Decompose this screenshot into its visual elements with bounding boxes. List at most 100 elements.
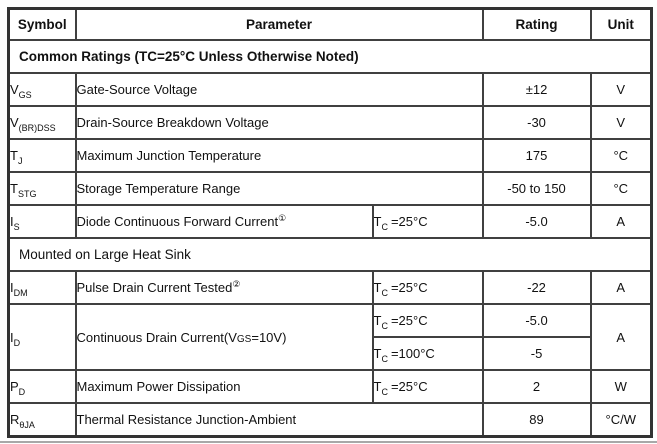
symbol-subscript: STG: [17, 189, 37, 199]
parameter-cell: Drain-Source Breakdown Voltage: [74, 105, 484, 140]
rating-cell: -5.0: [481, 204, 592, 239]
parameter-cell: Maximum Power Dissipation: [74, 369, 374, 404]
symbol-base: P: [10, 379, 19, 394]
symbol-subscript: S: [13, 222, 20, 232]
condition-cell: TC =25°C: [371, 204, 484, 239]
symbol-subscript: θJA: [19, 420, 35, 430]
symbol-subscript: DM: [13, 288, 28, 298]
symbol-base: T: [10, 148, 18, 163]
parameter-cell: Maximum Junction Temperature: [74, 138, 484, 173]
condition-base: T: [373, 379, 382, 394]
rating-cell: -22: [481, 270, 592, 305]
condition-subscript: C: [381, 387, 388, 397]
unit-cell: A: [589, 204, 653, 239]
rating-cell: -50 to 150: [481, 171, 592, 206]
table-row-id-25c: ID Continuous Drain Current(VGS=10V) TC =…: [7, 303, 653, 371]
rating-cell: ±12: [481, 72, 592, 107]
unit-cell: W: [589, 369, 653, 404]
condition-subscript: C: [381, 288, 388, 298]
symbol-cell: TSTG: [7, 171, 77, 206]
parameter-text: Pulse Drain Current Tested: [76, 280, 233, 295]
symbol-subscript: D: [18, 387, 26, 397]
rating-cell: -30: [481, 105, 592, 140]
condition-base: T: [373, 214, 382, 229]
note-superscript: ②: [232, 279, 241, 289]
table-row-is: IS Diode Continuous Forward Current① TC =…: [7, 204, 653, 239]
parameter-cell: Pulse Drain Current Tested②: [74, 270, 374, 305]
symbol-base: T: [10, 181, 18, 196]
parameter-cell: Continuous Drain Current(VGS=10V): [74, 303, 374, 371]
section-row-heatsink: Mounted on Large Heat Sink: [7, 237, 653, 272]
symbol-cell: RθJA: [7, 402, 77, 438]
symbol-cell: PD: [7, 369, 77, 404]
parameter-text: Diode Continuous Forward Current: [76, 214, 279, 229]
parameter-cell: Thermal Resistance Junction-Ambient: [74, 402, 484, 438]
symbol-base: I: [10, 214, 14, 229]
table-row-tstg: TSTG Storage Temperature Range -50 to 15…: [7, 171, 653, 206]
symbol-cell: IDM: [7, 270, 77, 305]
symbol-base: I: [10, 280, 14, 295]
parameter-cell: Storage Temperature Range: [74, 171, 484, 206]
unit-cell: A: [589, 303, 653, 371]
section-row-common-ratings: Common Ratings (TC=25°C Unless Otherwise…: [7, 39, 653, 74]
condition-cell: TC =100°C: [371, 336, 484, 371]
symbol-base: I: [10, 329, 14, 345]
condition-base: T: [373, 280, 382, 295]
note-superscript: ①: [278, 213, 287, 223]
rating-cell: -5: [481, 336, 592, 371]
symbol-subscript: (BR)DSS: [18, 123, 56, 133]
symbol-subscript: J: [17, 156, 23, 166]
condition-subscript: C: [381, 321, 388, 331]
rating-cell: 2: [481, 369, 592, 404]
condition-base: T: [373, 346, 382, 361]
parameter-text: Continuous Drain Current(V: [76, 329, 237, 345]
rating-cell: -5.0: [481, 303, 592, 338]
unit-cell: V: [589, 72, 653, 107]
condition-cell: TC =25°C: [371, 303, 484, 338]
symbol-subscript: D: [13, 337, 21, 348]
maximum-ratings-table: Symbol Parameter Rating Unit Common Rati…: [7, 7, 654, 438]
symbol-base: R: [10, 412, 20, 427]
condition-cell: TC =25°C: [371, 270, 484, 305]
section-title-common-ratings: Common Ratings (TC=25°C Unless Otherwise…: [7, 39, 653, 74]
symbol-cell: IS: [7, 204, 77, 239]
unit-cell: A: [589, 270, 653, 305]
symbol-cell: TJ: [7, 138, 77, 173]
condition-value: =25°C: [390, 379, 428, 394]
parameter-cell: Gate-Source Voltage: [74, 72, 484, 107]
symbol-cell: V(BR)DSS: [7, 105, 77, 140]
rating-cell: 175: [481, 138, 592, 173]
page-bottom-divider: [0, 441, 657, 443]
parameter-vgs-subscript: GS: [236, 333, 252, 345]
condition-value: =25°C: [390, 313, 428, 328]
table-row-tj: TJ Maximum Junction Temperature 175 °C: [7, 138, 653, 173]
symbol-subscript: GS: [18, 90, 32, 100]
header-symbol: Symbol: [7, 7, 77, 41]
header-unit: Unit: [589, 7, 653, 41]
parameter-cell: Diode Continuous Forward Current①: [74, 204, 374, 239]
condition-value: =100°C: [390, 346, 435, 361]
table-row-rthja: RθJA Thermal Resistance Junction-Ambient…: [7, 402, 653, 438]
table-row-idm: IDM Pulse Drain Current Tested② TC =25°C …: [7, 270, 653, 305]
symbol-base: V: [10, 115, 19, 130]
table-row-id-100c: TC =100°C -5: [9, 336, 652, 371]
table-row-vbrdss: V(BR)DSS Drain-Source Breakdown Voltage …: [7, 105, 653, 140]
condition-value: =25°C: [390, 214, 428, 229]
symbol-cell: VGS: [7, 72, 77, 107]
condition-base: T: [373, 313, 382, 328]
symbol-cell: ID: [7, 303, 77, 371]
condition-value: =25°C: [390, 280, 428, 295]
header-rating: Rating: [481, 7, 592, 41]
header-parameter: Parameter: [74, 7, 484, 41]
unit-cell: V: [589, 105, 653, 140]
table-row-vgs: VGS Gate-Source Voltage ±12 V: [7, 72, 653, 107]
condition-subscript: C: [381, 222, 388, 232]
section-title-heatsink: Mounted on Large Heat Sink: [7, 237, 653, 272]
rating-cell: 89: [481, 402, 592, 438]
parameter-text-end: =10V): [251, 329, 287, 345]
condition-subscript: C: [381, 354, 388, 364]
condition-cell: TC =25°C: [371, 369, 484, 404]
symbol-base: V: [10, 82, 19, 97]
table-row-pd: PD Maximum Power Dissipation TC =25°C 2 W: [7, 369, 653, 404]
